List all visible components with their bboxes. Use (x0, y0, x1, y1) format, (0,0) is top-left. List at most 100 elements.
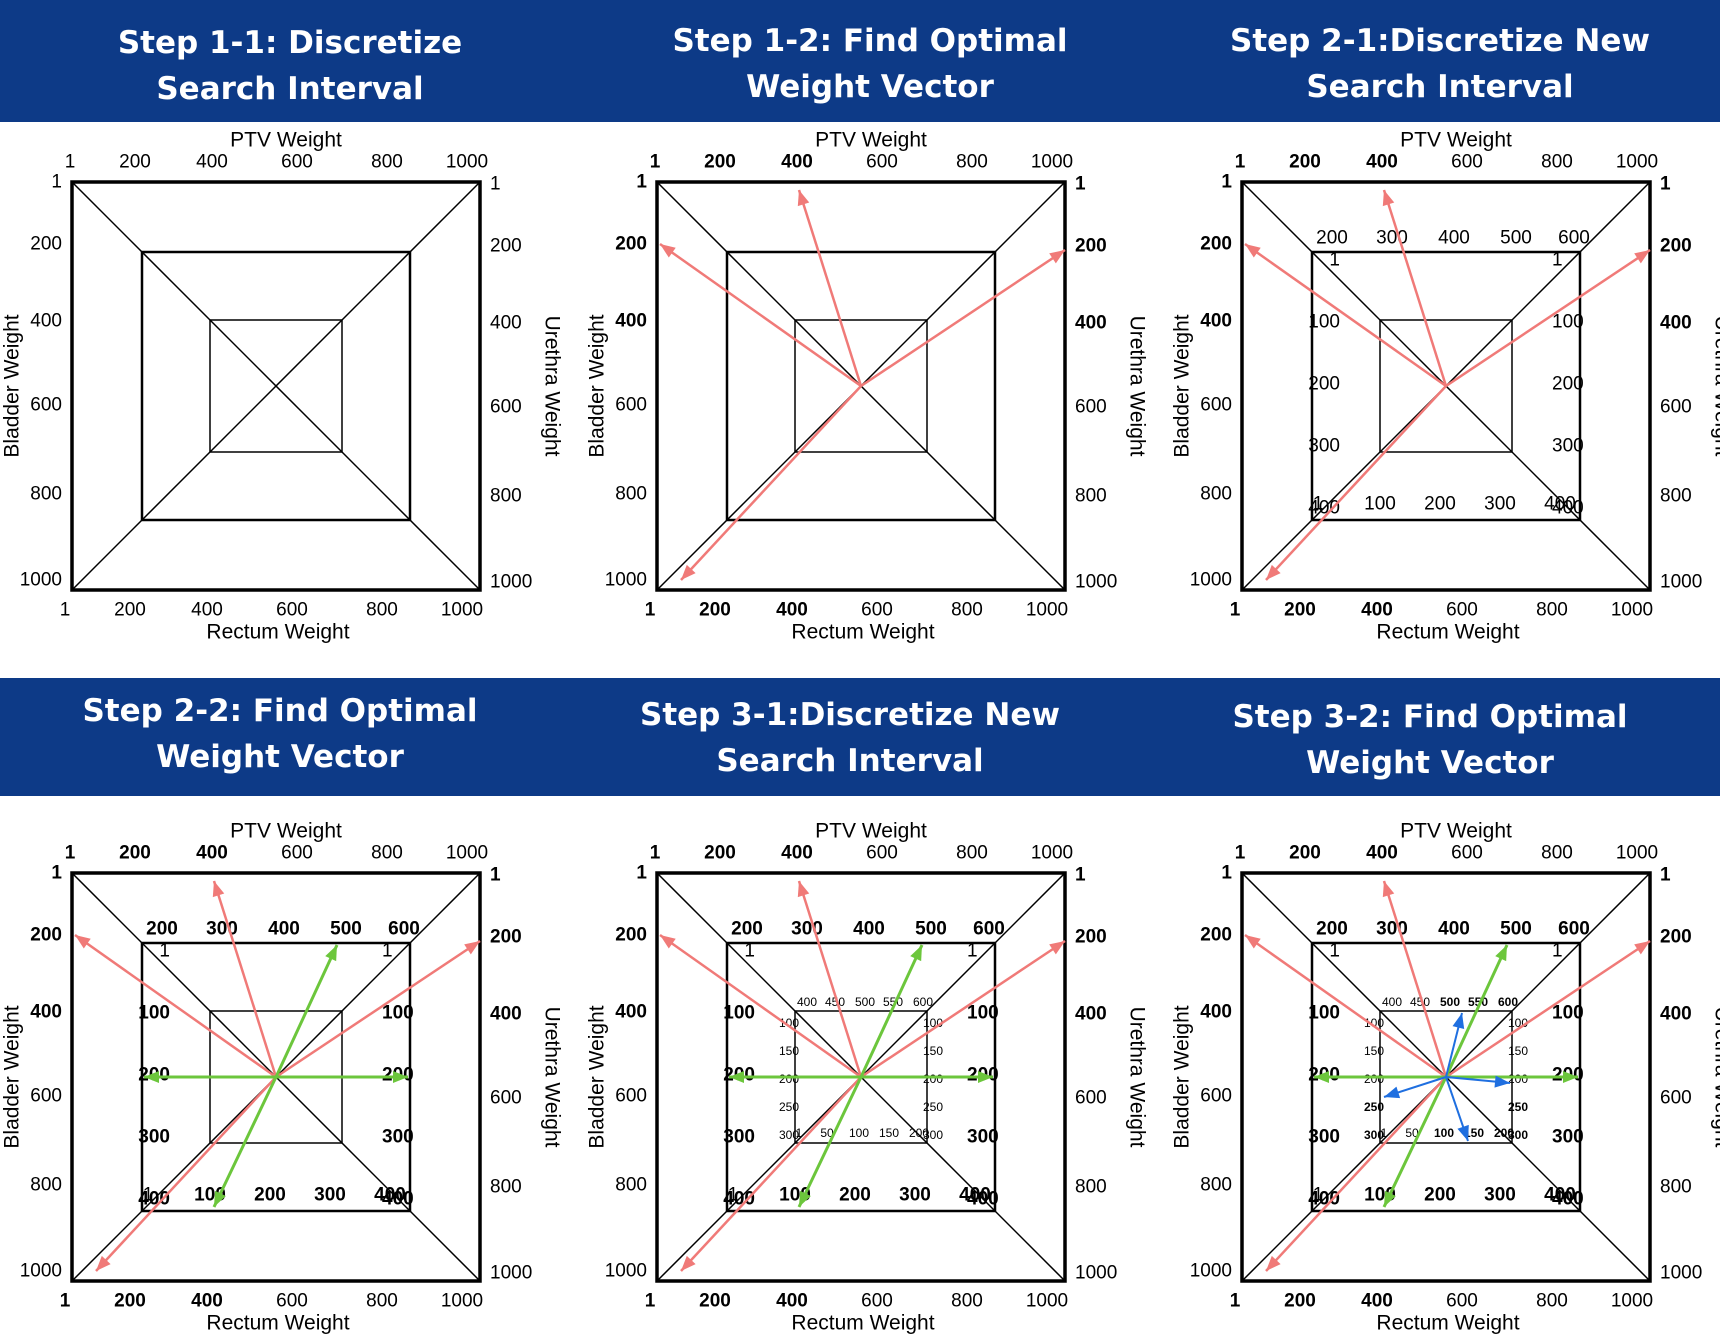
blue-arrow-ptv-head (1452, 1013, 1465, 1030)
urethra-tick: 600 (1660, 1088, 1692, 1109)
ptv-tick: 1000 (1616, 843, 1658, 864)
middle-bottom-tick: 200 (839, 1185, 871, 1206)
middle-top-tick: 300 (791, 919, 823, 940)
urethra-tick: 1 (490, 865, 501, 886)
panel-title-4: Step 2-2: Find Optimal Weight Vector (82, 693, 478, 775)
middle-square (1310, 941, 1582, 1213)
bladder-tick: 400 (615, 1002, 647, 1023)
urethra-tick: 800 (1660, 1177, 1692, 1198)
middle-bottom-tick: 400 (959, 1185, 991, 1206)
axis-label-ptv: PTV Weight (230, 820, 342, 843)
middle-right-tick: 400 (967, 1189, 999, 1210)
ptv-tick: 200 (704, 843, 736, 864)
axis-label-rectum: Rectum Weight (206, 621, 349, 644)
middle-top-tick: 600 (1558, 919, 1590, 940)
bladder-tick: 1000 (605, 570, 647, 591)
panel-title-5: Step 3-1:Discretize New Search Interval (640, 697, 1060, 779)
middle-top-tick: 500 (330, 919, 362, 940)
red-arrow-bladder-head (75, 935, 91, 949)
rectum-tick: 600 (1446, 1291, 1478, 1312)
green-arrow-rectum-head (1384, 1190, 1396, 1207)
axis-label-urethra: Urethra Weight (541, 1007, 564, 1148)
ptv-tick: 800 (956, 152, 988, 173)
bladder-tick: 200 (615, 925, 647, 946)
middle-left-tick: 300 (723, 1127, 755, 1148)
ptv-tick: 800 (1541, 152, 1573, 173)
rectum-tick: 200 (114, 600, 146, 621)
diagonal-line (71, 181, 481, 591)
bladder-tick: 400 (30, 311, 62, 332)
rectum-tick: 800 (1536, 1291, 1568, 1312)
urethra-tick: 1 (1660, 865, 1671, 886)
middle-top-tick: 400 (1438, 919, 1470, 940)
red-arrow-rectum (680, 1076, 862, 1272)
red-arrow-bladder (659, 242, 862, 388)
red-arrow-ptv-head (1382, 190, 1395, 207)
rectum-tick: 600 (861, 600, 893, 621)
axis-label-bladder: Bladder Weight (586, 314, 609, 457)
middle-right-tick: 1 (1552, 250, 1563, 271)
inner-bottom-tick: 50 (1405, 1126, 1419, 1140)
red-arrow-ptv-head (797, 881, 810, 898)
inner-bottom-tick: 1 (796, 1126, 803, 1140)
bladder-tick: 1000 (1190, 1261, 1232, 1282)
middle-left-tick: 200 (1308, 374, 1340, 395)
axis-label-bladder: Bladder Weight (1, 1005, 24, 1148)
middle-bottom-tick: 400 (1544, 1185, 1576, 1206)
axis-label-urethra: Urethra Weight (1126, 316, 1149, 457)
red-arrow-urethra (860, 939, 1066, 1079)
green-arrow-ptv (859, 944, 924, 1078)
axis-label-rectum: Rectum Weight (791, 621, 934, 644)
inner-bottom-tick: 200 (909, 1126, 929, 1140)
urethra-tick: 600 (1075, 1088, 1107, 1109)
bladder-tick: 400 (1200, 311, 1232, 332)
middle-right-tick: 100 (1552, 312, 1584, 333)
top-banner (0, 0, 1720, 122)
rectum-tick: 1000 (1611, 1291, 1653, 1312)
rectum-tick: 200 (114, 1291, 146, 1312)
middle-bottom-tick: 300 (899, 1185, 931, 1206)
rectum-tick: 400 (776, 600, 808, 621)
ptv-tick: 600 (866, 843, 898, 864)
ptv-tick: 1 (1235, 843, 1246, 864)
diagram-panel-2: PTV Weight Rectum Weight Bladder Weight Ure… (586, 129, 1149, 644)
ptv-tick: 1000 (1031, 843, 1073, 864)
urethra-tick: 800 (1075, 486, 1107, 507)
rectum-tick: 800 (951, 600, 983, 621)
bladder-tick: 1 (636, 863, 647, 884)
middle-left-tick: 400 (1308, 498, 1340, 519)
middle-bottom-tick: 200 (1424, 494, 1456, 515)
inner-top-tick: 450 (825, 995, 845, 1009)
axis-label-ptv: PTV Weight (815, 129, 927, 152)
middle-right-tick: 1 (967, 941, 978, 962)
middle-top-tick: 500 (1500, 228, 1532, 249)
inner-right-tick: 200 (923, 1072, 943, 1086)
inner-bottom-tick: 50 (820, 1126, 834, 1140)
middle-left-tick: 100 (1308, 1003, 1340, 1024)
red-arrow-ptv (797, 880, 863, 1078)
inner-bottom-tick: 150 (1464, 1126, 1484, 1140)
ptv-tick: 1000 (446, 843, 488, 864)
rectum-tick: 1 (60, 600, 71, 621)
bladder-tick: 1 (51, 863, 62, 884)
ptv-tick: 1 (650, 152, 661, 173)
middle-bottom-tick: 400 (374, 1185, 406, 1206)
inner-top-tick: 400 (797, 995, 817, 1009)
middle-top-tick: 300 (1376, 228, 1408, 249)
rectum-tick: 800 (366, 600, 398, 621)
urethra-tick: 800 (490, 486, 522, 507)
ptv-tick: 400 (196, 843, 228, 864)
red-arrow-ptv (212, 880, 278, 1078)
middle-right-tick: 100 (1552, 1003, 1584, 1024)
green-arrow-rectum-head (799, 1190, 811, 1207)
green-arrow-bladder-head (144, 1071, 159, 1083)
urethra-tick: 200 (1075, 927, 1107, 948)
bladder-tick: 200 (30, 925, 62, 946)
axis-label-urethra: Urethra Weight (1711, 316, 1720, 457)
red-arrow-bladder-head (660, 244, 676, 258)
middle-top-tick: 300 (206, 919, 238, 940)
urethra-tick: 1000 (490, 1263, 532, 1284)
rectum-tick: 1000 (441, 1291, 483, 1312)
bladder-tick: 1 (51, 172, 62, 193)
rectum-tick: 400 (1361, 600, 1393, 621)
